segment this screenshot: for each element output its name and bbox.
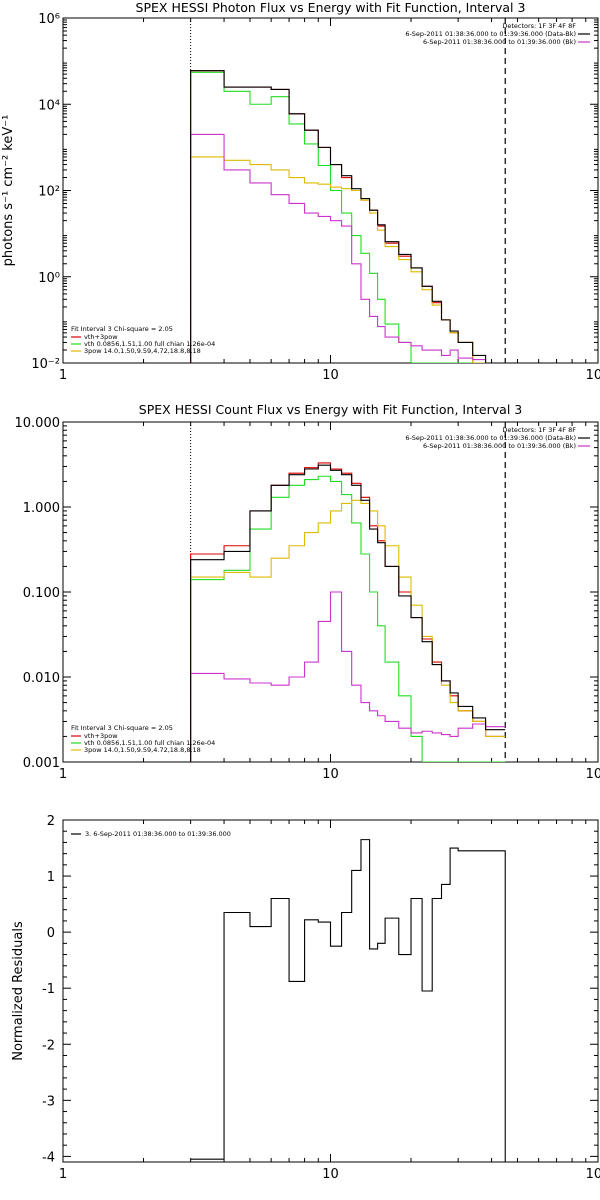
y-tick-label: 0 (47, 926, 55, 941)
series-3pow (190, 499, 506, 762)
y-tick-label: 2 (47, 814, 55, 829)
legend-entry-label: 6-Sep-2011 01:38:36.000 to 01:39:36.000 … (423, 442, 576, 450)
chart-title: SPEX HESSI Count Flux vs Energy with Fit… (139, 402, 522, 417)
x-tick-label: 10 (322, 767, 339, 782)
series-bk (190, 591, 506, 762)
chart-panel-1: SPEX HESSI Photon Flux vs Energy with Fi… (1, 0, 600, 383)
series-data-bk (190, 464, 506, 762)
series-bk (190, 133, 506, 363)
fit-legend-label: vth 0.0856,1.51,1.00 full chian 1.26e-04 (84, 739, 215, 747)
x-tick-label: 10 (322, 368, 339, 383)
y-tick-label: -1 (42, 982, 55, 997)
y-tick-label: -2 (42, 1038, 55, 1053)
x-tick-label: 1 (59, 767, 67, 782)
x-tick-label: 100 (586, 1167, 600, 1182)
y-tick-label: 0.001 (23, 756, 60, 771)
legend-entry-label: 6-Sep-2011 01:38:36.000 to 01:39:36.000 … (423, 38, 576, 46)
x-tick-label: 100 (586, 767, 600, 782)
y-tick-label: 0.100 (23, 586, 60, 601)
chart-panel-3: 1 10 100 -4 -3 -2 -1 0 1 2 Normalized Residuals 3. … (11, 814, 600, 1182)
series-data-bk (190, 70, 506, 363)
legend-title: Detectors: 1F 3F 4F 8F (502, 22, 576, 30)
series-vth-3pow (190, 70, 506, 363)
x-tick-label: 100 (586, 368, 600, 383)
x-tick-label: 1 (59, 1167, 67, 1182)
y-tick-label: 10.000 (15, 416, 61, 431)
x-tick-label: 10 (322, 1167, 339, 1182)
fit-legend-label: 3pow 14.0,1.50,9.59,4.72,18.8,8.18 (84, 347, 201, 355)
fit-legend-label: vth+3pow (84, 732, 118, 740)
y-tick-label: 10⁰ (38, 271, 60, 286)
y-tick-label: 10⁶ (38, 12, 60, 27)
series-residuals (190, 839, 506, 1162)
series-vth (190, 71, 506, 363)
legend-entry-label: 3. 6-Sep-2011 01:38:36.000 to 01:39:36.0… (85, 830, 231, 838)
y-tick-label: 10⁴ (38, 98, 60, 113)
x-tick-label: 1 (59, 368, 67, 383)
fit-legend-label: vth+3pow (84, 333, 118, 341)
series-vth (190, 475, 506, 762)
legend-title: Detectors: 1F 3F 4F 8F (502, 426, 576, 434)
legend-entry-label: 6-Sep-2011 01:38:36.000 to 01:39:36.000 … (405, 434, 576, 442)
y-tick-label: 10⁻² (31, 357, 60, 372)
y-axis-label: photons s⁻¹ cm⁻² keV⁻¹ (1, 115, 16, 267)
fit-legend-title: Fit Interval 3 Chi-square = 2.05 (71, 325, 173, 333)
y-tick-label: 1 (47, 870, 55, 885)
fit-legend-label: vth 0.0856,1.51,1.00 full chian 1.26e-04 (84, 340, 215, 348)
chart-panel-2: SPEX HESSI Count Flux vs Energy with Fit… (15, 402, 600, 782)
y-tick-label: 10² (38, 185, 60, 200)
y-axis-label: Normalized Residuals (11, 921, 26, 1061)
y-tick-label: 0.010 (23, 671, 60, 686)
legend-entry-label: 6-Sep-2011 01:38:36.000 to 01:39:36.000 … (405, 30, 576, 38)
chart-title: SPEX HESSI Photon Flux vs Energy with Fi… (136, 0, 526, 15)
fit-legend-title: Fit Interval 3 Chi-square = 2.05 (71, 724, 173, 732)
y-tick-label: 1.000 (23, 501, 60, 516)
series-vth-3pow (190, 462, 506, 762)
fit-legend-label: 3pow 14.0,1.50,9.59,4.72,18.8,8.18 (84, 746, 201, 754)
plot-frame (62, 819, 599, 1163)
y-tick-label: -4 (42, 1150, 55, 1165)
y-tick-label: -3 (42, 1094, 55, 1109)
